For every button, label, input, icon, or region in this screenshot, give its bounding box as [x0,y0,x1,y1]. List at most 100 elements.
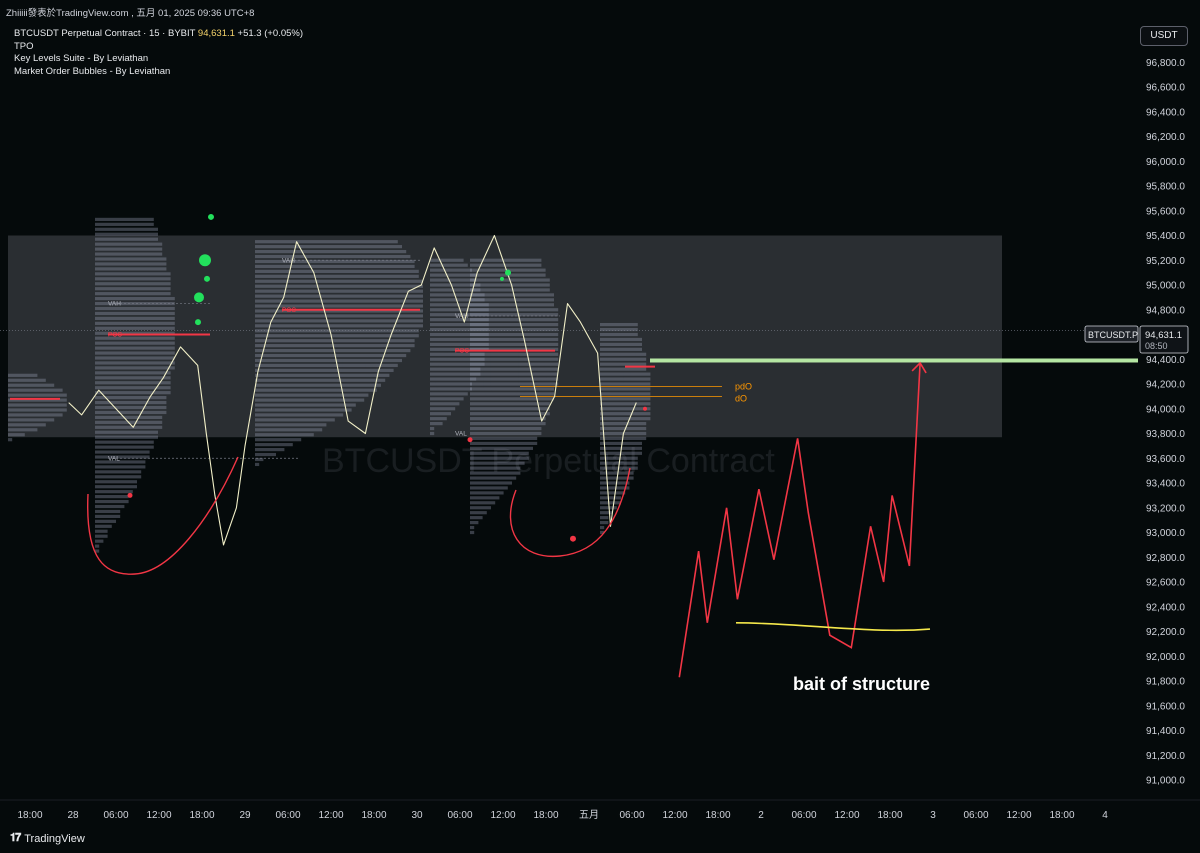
indicator-tpo[interactable]: TPO [14,40,34,52]
tpo-row [470,332,559,337]
tpo-row [600,481,630,485]
tpo-row [470,397,554,401]
tpo-row [430,332,489,337]
tpo-row [95,386,171,390]
author-line: Zhiiiii發表於TradingView.com , 五月 01, 2025 … [6,8,255,19]
tpo-row [255,462,260,467]
tpo-row [95,415,163,420]
tpo-row [95,519,116,523]
tpo-row [95,430,158,434]
tpo-row [95,217,154,222]
last-price: 94,631.1 [197,28,235,39]
x-tick-label: 12:00 [1006,810,1031,821]
x-tick-label: 06:00 [103,810,128,821]
tpo-row [95,237,158,241]
pdo-label: pdO [735,381,752,391]
tpo-row [95,247,163,251]
price-line [68,234,637,546]
tpo-row [255,245,402,249]
tpo-row [430,313,489,317]
y-tick-label: 93,200.0 [1146,503,1185,514]
tpo-row [95,544,100,548]
tpo-profile [8,373,67,442]
tpo-row [8,413,63,417]
indicator-order-bubbles[interactable]: Market Order Bubbles - By Leviathan [14,65,171,77]
bait-line[interactable] [735,622,931,632]
accumulation-curve-right[interactable] [509,467,631,557]
tpo-row [470,318,559,322]
tpo-row [95,450,150,454]
tpo-row [600,521,609,525]
x-tick-label: 18:00 [533,810,558,821]
tpo-row [600,323,638,327]
tpo-profiles [8,217,651,553]
tpo-row [255,240,398,244]
order-bubbles [127,213,647,542]
tpo-row [255,254,411,259]
tpo-row [600,387,651,391]
target-level [650,358,1138,363]
price-axis[interactable]: 91,000.0 91,200.0 91,400.0 91,600.0 91,800.0… [1146,58,1185,787]
y-tick-label: 96,800.0 [1146,58,1185,69]
y-tick-label: 96,400.0 [1146,107,1185,118]
tpo-row [95,316,175,321]
tpo-row [8,408,67,412]
tpo-row [95,366,175,370]
tpo-row [600,337,642,342]
x-tick-label: 06:00 [447,810,472,821]
tpo-row [430,362,485,366]
y-tick-label: 91,200.0 [1146,751,1185,762]
tpo-row [255,249,407,254]
tpo-row [430,273,477,277]
accumulation-curve-left[interactable] [87,456,239,575]
tpo-row [470,308,559,312]
tpo-row [95,539,104,543]
symbol-legend[interactable]: BTCUSDT Perpetual Contract · 15 · BYBIT … [14,28,303,41]
tpo-row [255,452,276,457]
x-tick-label: 12:00 [834,810,859,821]
time-axis[interactable]: 18:00 28 06:00 12:00 18:00 29 06:00 12:00 18:00 3… [0,799,1200,821]
tpo-row [430,337,489,342]
tpo-row [430,426,435,431]
projection-path[interactable] [678,362,921,678]
tpo-row [255,299,423,303]
tpo-row [470,402,550,406]
poc-label: POC [455,348,469,355]
y-tick-label: 94,800.0 [1146,305,1185,316]
tradingview-brand[interactable]: 𝟏𝟕 TradingView [10,832,85,845]
tpo-row [255,378,386,382]
tpo-row [470,293,554,297]
tpo-row [255,413,344,417]
tpo-row [255,319,423,323]
tpo-row [95,440,154,444]
tpo-row [95,549,100,553]
tpo-row [470,288,550,292]
tpo-row [430,347,489,351]
tpo-row [8,403,67,407]
indicator-key-levels[interactable]: Key Levels Suite - By Leviathan [14,53,149,64]
projection-arrow-icon[interactable] [911,361,927,374]
buy-bubble [208,213,214,220]
tpo-row [430,283,481,287]
watermark-symbol: BTCUSDT.P, 15 [330,337,855,420]
y-tick-label: 95,800.0 [1146,182,1185,193]
currency-button[interactable]: USDT [1140,26,1188,46]
price-tag-countdown: 08:50 [1145,341,1168,351]
tpo-row [95,391,171,395]
tpo-row [470,481,512,485]
y-tick-label: 92,800.0 [1146,553,1185,564]
tpo-row [470,337,559,342]
tpo-row [600,332,638,337]
sell-bubble [570,535,576,542]
tpo-row [430,392,468,396]
y-tick-label: 96,600.0 [1146,83,1185,94]
drawings[interactable] [87,361,931,678]
val-label: VAL [108,455,120,462]
y-tick-label: 95,200.0 [1146,256,1185,267]
tpo-row [255,284,423,288]
tpo-row [470,496,500,500]
tpo-row [255,289,423,293]
tpo-row [430,263,468,267]
tpo-row [95,499,129,504]
